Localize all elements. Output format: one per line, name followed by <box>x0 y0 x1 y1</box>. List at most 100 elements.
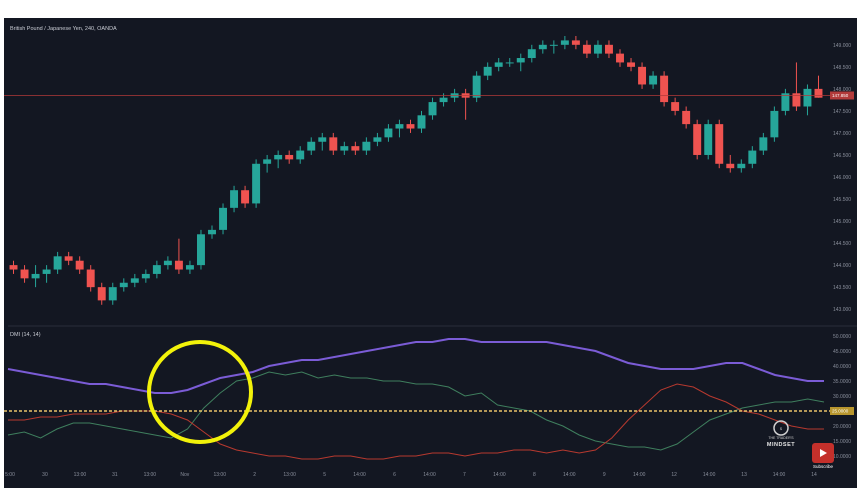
last-price-tag-label: 147.850 <box>832 93 849 98</box>
indicator-lines <box>4 338 830 460</box>
candle-body <box>527 49 536 59</box>
candle-body <box>185 265 194 270</box>
candle-body <box>296 150 305 160</box>
chart-canvas[interactable]: British Pound / Japanese Yen, 240, OANDA… <box>4 18 857 488</box>
price-tick-label: 144.500 <box>833 241 851 247</box>
candle-body <box>307 141 316 151</box>
last-price-tag <box>830 91 854 100</box>
price-tick-label: 146.500 <box>833 153 851 159</box>
candle-body <box>627 62 635 67</box>
indicator-tick-label: 10.0000 <box>833 454 851 460</box>
indicator-tick-label: 40.0000 <box>833 364 851 370</box>
time-tick-label: 13 <box>741 472 747 478</box>
price-tick-label: 148.000 <box>833 87 851 93</box>
candle-body <box>274 154 283 160</box>
level-tag <box>830 407 854 415</box>
indicator-tick-label: 45.0000 <box>833 349 851 355</box>
time-tick-label: 13:00 <box>213 472 226 478</box>
candle-body <box>660 75 669 103</box>
candle-body <box>384 128 393 138</box>
candle-body <box>362 141 371 151</box>
time-tick-label: 14:00 <box>563 472 576 478</box>
time-tick-label: 13:00 <box>144 472 157 478</box>
time-tick-label: 31 <box>112 472 118 478</box>
candle-body <box>439 97 448 103</box>
candle-body <box>582 44 591 54</box>
candle-body <box>86 269 95 288</box>
indicator-tick-label: 15.0000 <box>833 439 851 445</box>
candle-body <box>31 273 40 279</box>
time-tick-label: 14:00 <box>773 472 786 478</box>
candle-body <box>803 88 812 107</box>
candle-body <box>505 62 514 64</box>
time-tick-label: 30 <box>42 472 48 478</box>
time-tick-label: 14:00 <box>353 472 366 478</box>
price-tick-label: 146.000 <box>833 175 851 181</box>
time-tick-label: Nov <box>180 472 189 478</box>
candle-body <box>9 265 18 270</box>
candle-body <box>130 278 139 283</box>
mindset-watermark: $ THE TRADER'S MINDSET <box>767 420 795 448</box>
candle-body <box>252 163 261 204</box>
candle-body <box>605 44 613 54</box>
candle-body <box>715 124 724 164</box>
candle-body <box>560 40 569 45</box>
indicator-tick-label: 20.0000 <box>833 424 851 430</box>
candle-body <box>20 269 29 279</box>
candle-body <box>75 260 84 270</box>
candle-body <box>649 75 658 85</box>
watermark-subtitle: THE TRADER'S <box>768 436 794 440</box>
candle-body <box>814 88 823 98</box>
time-tick-label: 14:00 <box>493 472 506 478</box>
watermark-brand: MINDSET <box>767 442 795 448</box>
candle-body <box>108 287 117 301</box>
candle-body <box>792 93 801 107</box>
candle-body <box>329 137 338 151</box>
candle-body <box>340 146 349 151</box>
candle-body <box>704 124 713 155</box>
candle-body <box>616 53 624 63</box>
candle-body <box>472 75 481 98</box>
candle-body <box>174 260 183 270</box>
time-tick-label: 5:00 <box>5 472 15 478</box>
candles-group <box>4 36 830 305</box>
candle-body <box>671 102 680 111</box>
candle-body <box>494 62 503 67</box>
candle-body <box>42 269 51 274</box>
candle-body <box>737 163 746 169</box>
indicator-tick-label: 35.0000 <box>833 379 851 385</box>
dmi-line-minus-di <box>8 383 824 460</box>
indicator-tick-label: 30.0000 <box>833 394 851 400</box>
candle-body <box>230 190 239 208</box>
candle-body <box>693 124 702 155</box>
candle-body <box>53 256 62 270</box>
time-tick-label: 14 <box>811 472 817 478</box>
chart-window: British Pound / Japanese Yen, 240, OANDA… <box>4 18 857 488</box>
candle-body <box>152 265 161 274</box>
candle-body <box>395 124 404 129</box>
watermark-logo-glyph: $ <box>780 427 782 431</box>
youtube-subscribe-badge[interactable]: Subscribe <box>812 443 834 469</box>
candle-body <box>571 40 580 45</box>
level-tag-label: 25.0000 <box>832 409 849 414</box>
time-axis: 5:00 30 13:00 31 13:00 Nov 13:00 2 13:00 5 14:00 6 1… <box>5 472 817 478</box>
subscribe-label: Subscribe <box>813 464 834 469</box>
candle-body <box>726 163 735 169</box>
price-tick-label: 148.500 <box>833 65 851 71</box>
candle-body <box>770 110 779 138</box>
chart-title: British Pound / Japanese Yen, 240, OANDA <box>10 26 117 32</box>
candle-body <box>428 102 437 116</box>
price-tick-label: 143.000 <box>833 307 851 313</box>
price-tick-label: 147.500 <box>833 109 851 115</box>
time-tick-label: 13:00 <box>283 472 296 478</box>
time-tick-label: 6 <box>393 472 396 478</box>
candle-body <box>781 93 790 111</box>
indicator-title: DMI (14, 14) <box>10 332 41 338</box>
price-tick-label: 145.000 <box>833 219 851 225</box>
candle-body <box>64 256 73 261</box>
candle-body <box>406 124 415 129</box>
candle-body <box>241 190 250 204</box>
candle-body <box>759 137 768 151</box>
time-tick-label: 12 <box>671 472 677 478</box>
